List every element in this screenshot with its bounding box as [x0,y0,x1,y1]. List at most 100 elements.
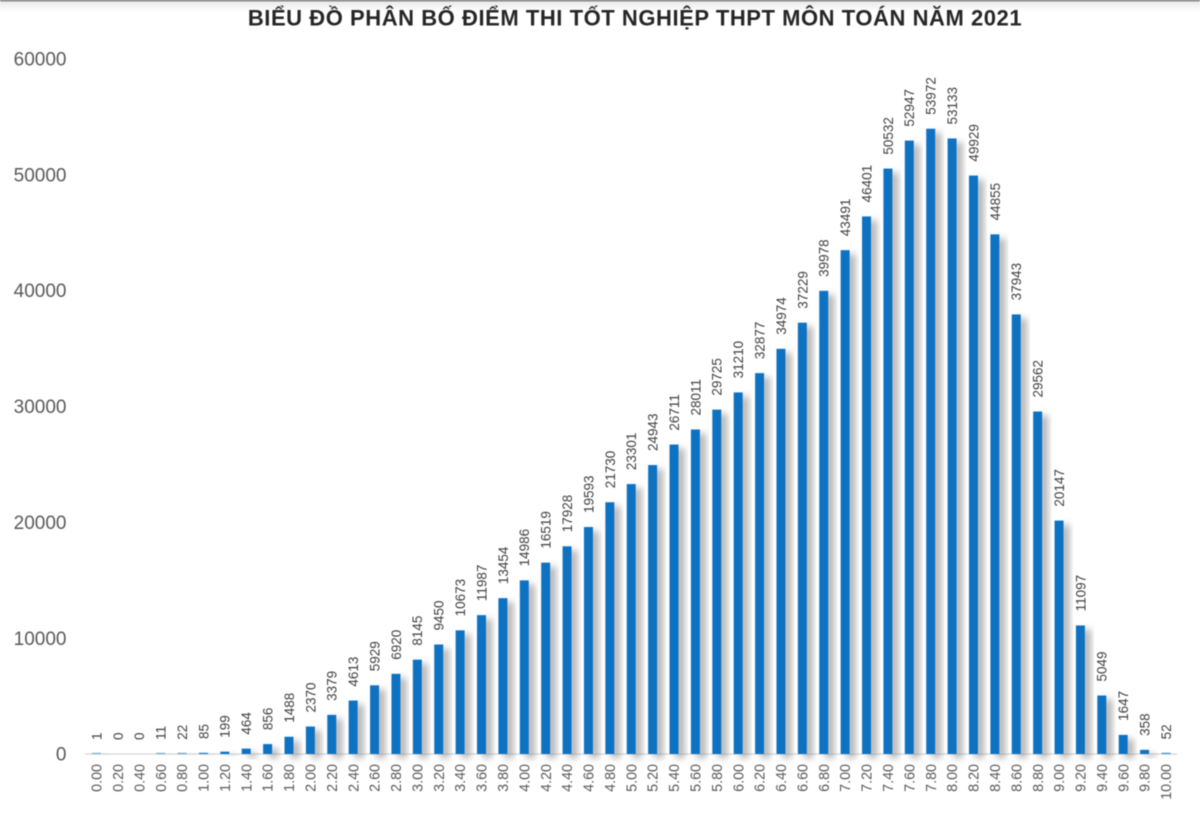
svg-text:8.40: 8.40 [988,764,1004,792]
svg-text:0: 0 [132,732,147,740]
svg-text:9.80: 9.80 [1138,764,1154,792]
svg-text:19593: 19593 [581,475,596,513]
svg-text:14986: 14986 [517,529,532,567]
svg-text:5.20: 5.20 [646,764,662,792]
svg-text:43491: 43491 [838,199,853,237]
svg-text:2.60: 2.60 [368,764,384,792]
svg-text:0: 0 [56,745,67,766]
svg-text:16519: 16519 [539,511,554,549]
svg-text:37943: 37943 [1009,263,1024,301]
svg-text:4.20: 4.20 [539,764,555,792]
svg-text:6920: 6920 [389,630,404,660]
svg-text:3379: 3379 [325,671,340,701]
svg-text:9.00: 9.00 [1052,764,1068,792]
svg-text:50532: 50532 [881,117,896,155]
svg-text:11987: 11987 [474,565,489,602]
svg-text:4.00: 4.00 [517,764,533,792]
svg-text:5.60: 5.60 [689,764,705,792]
svg-text:60000: 60000 [14,50,67,71]
svg-text:29725: 29725 [710,358,725,396]
svg-text:2.80: 2.80 [389,764,405,792]
svg-text:BIỂU ĐỒ PHÂN BỐ ĐIỂM THI TỐT N: BIỂU ĐỒ PHÂN BỐ ĐIỂM THI TỐT NGHIỆP THPT… [248,4,1022,30]
svg-text:8145: 8145 [410,616,425,646]
svg-text:23301: 23301 [624,433,639,471]
svg-text:1: 1 [89,732,104,740]
svg-text:7.80: 7.80 [924,764,940,792]
svg-text:3.60: 3.60 [475,764,491,792]
svg-text:9.60: 9.60 [1116,764,1132,792]
svg-text:5049: 5049 [1095,651,1110,681]
svg-text:9.20: 9.20 [1074,764,1090,792]
svg-text:30000: 30000 [14,397,67,418]
svg-text:4613: 4613 [346,657,361,687]
svg-text:1.00: 1.00 [197,764,213,792]
svg-text:0.00: 0.00 [90,764,106,792]
svg-text:26711: 26711 [667,394,682,431]
svg-text:29562: 29562 [1031,360,1046,398]
svg-text:4.60: 4.60 [582,764,598,792]
svg-text:358: 358 [1138,713,1153,736]
svg-text:0.60: 0.60 [154,764,170,792]
svg-text:44855: 44855 [988,183,1003,221]
svg-text:2370: 2370 [303,682,318,712]
svg-text:4.40: 4.40 [560,764,576,792]
svg-text:13454: 13454 [496,546,511,584]
svg-text:10000: 10000 [14,629,67,650]
svg-text:50000: 50000 [14,165,67,186]
svg-text:0.80: 0.80 [175,764,191,792]
svg-text:6.80: 6.80 [817,764,833,792]
svg-text:17928: 17928 [560,495,575,533]
svg-text:49929: 49929 [966,124,981,162]
svg-text:3.40: 3.40 [453,764,469,792]
svg-text:6.40: 6.40 [774,764,790,792]
svg-text:10673: 10673 [453,579,468,617]
svg-text:21730: 21730 [603,451,618,489]
svg-text:464: 464 [239,712,254,735]
svg-text:8.20: 8.20 [967,764,983,792]
svg-text:8.60: 8.60 [1009,764,1025,792]
svg-text:20147: 20147 [1052,469,1067,507]
svg-text:53972: 53972 [924,77,939,115]
svg-text:52947: 52947 [902,89,917,127]
svg-text:3.80: 3.80 [496,764,512,792]
svg-text:1.80: 1.80 [282,764,298,792]
svg-text:7.60: 7.60 [902,764,918,792]
svg-text:11097: 11097 [1073,575,1088,612]
svg-text:40000: 40000 [14,281,67,302]
svg-text:6.00: 6.00 [731,764,747,792]
svg-text:28011: 28011 [688,379,703,416]
svg-text:53133: 53133 [945,87,960,125]
svg-text:11: 11 [154,726,169,740]
svg-text:0.20: 0.20 [111,764,127,792]
svg-text:6.60: 6.60 [796,764,812,792]
svg-text:2.40: 2.40 [346,764,362,792]
svg-text:5929: 5929 [368,641,383,671]
svg-text:22: 22 [175,725,190,740]
svg-text:52: 52 [1159,724,1174,739]
svg-text:6.20: 6.20 [753,764,769,792]
svg-text:7.20: 7.20 [860,764,876,792]
svg-text:7.40: 7.40 [881,764,897,792]
svg-text:5.40: 5.40 [667,764,683,792]
svg-text:1.60: 1.60 [261,764,277,792]
svg-text:0.40: 0.40 [132,764,148,792]
svg-text:46401: 46401 [859,165,874,203]
svg-text:4.80: 4.80 [603,764,619,792]
svg-text:5.80: 5.80 [710,764,726,792]
svg-text:37229: 37229 [795,271,810,309]
svg-text:32877: 32877 [753,322,768,360]
svg-text:8.80: 8.80 [1031,764,1047,792]
svg-text:31210: 31210 [731,341,746,379]
svg-text:0: 0 [111,732,126,740]
svg-text:1.40: 1.40 [239,764,255,792]
svg-text:39978: 39978 [817,239,832,277]
svg-text:10.00: 10.00 [1159,764,1175,800]
svg-text:8.00: 8.00 [945,764,961,792]
svg-text:1.20: 1.20 [218,764,234,792]
svg-text:85: 85 [196,724,211,739]
svg-text:24943: 24943 [646,413,661,451]
svg-text:5.00: 5.00 [624,764,640,792]
svg-text:1488: 1488 [282,693,297,723]
svg-text:3.20: 3.20 [432,764,448,792]
svg-text:1647: 1647 [1116,691,1131,721]
